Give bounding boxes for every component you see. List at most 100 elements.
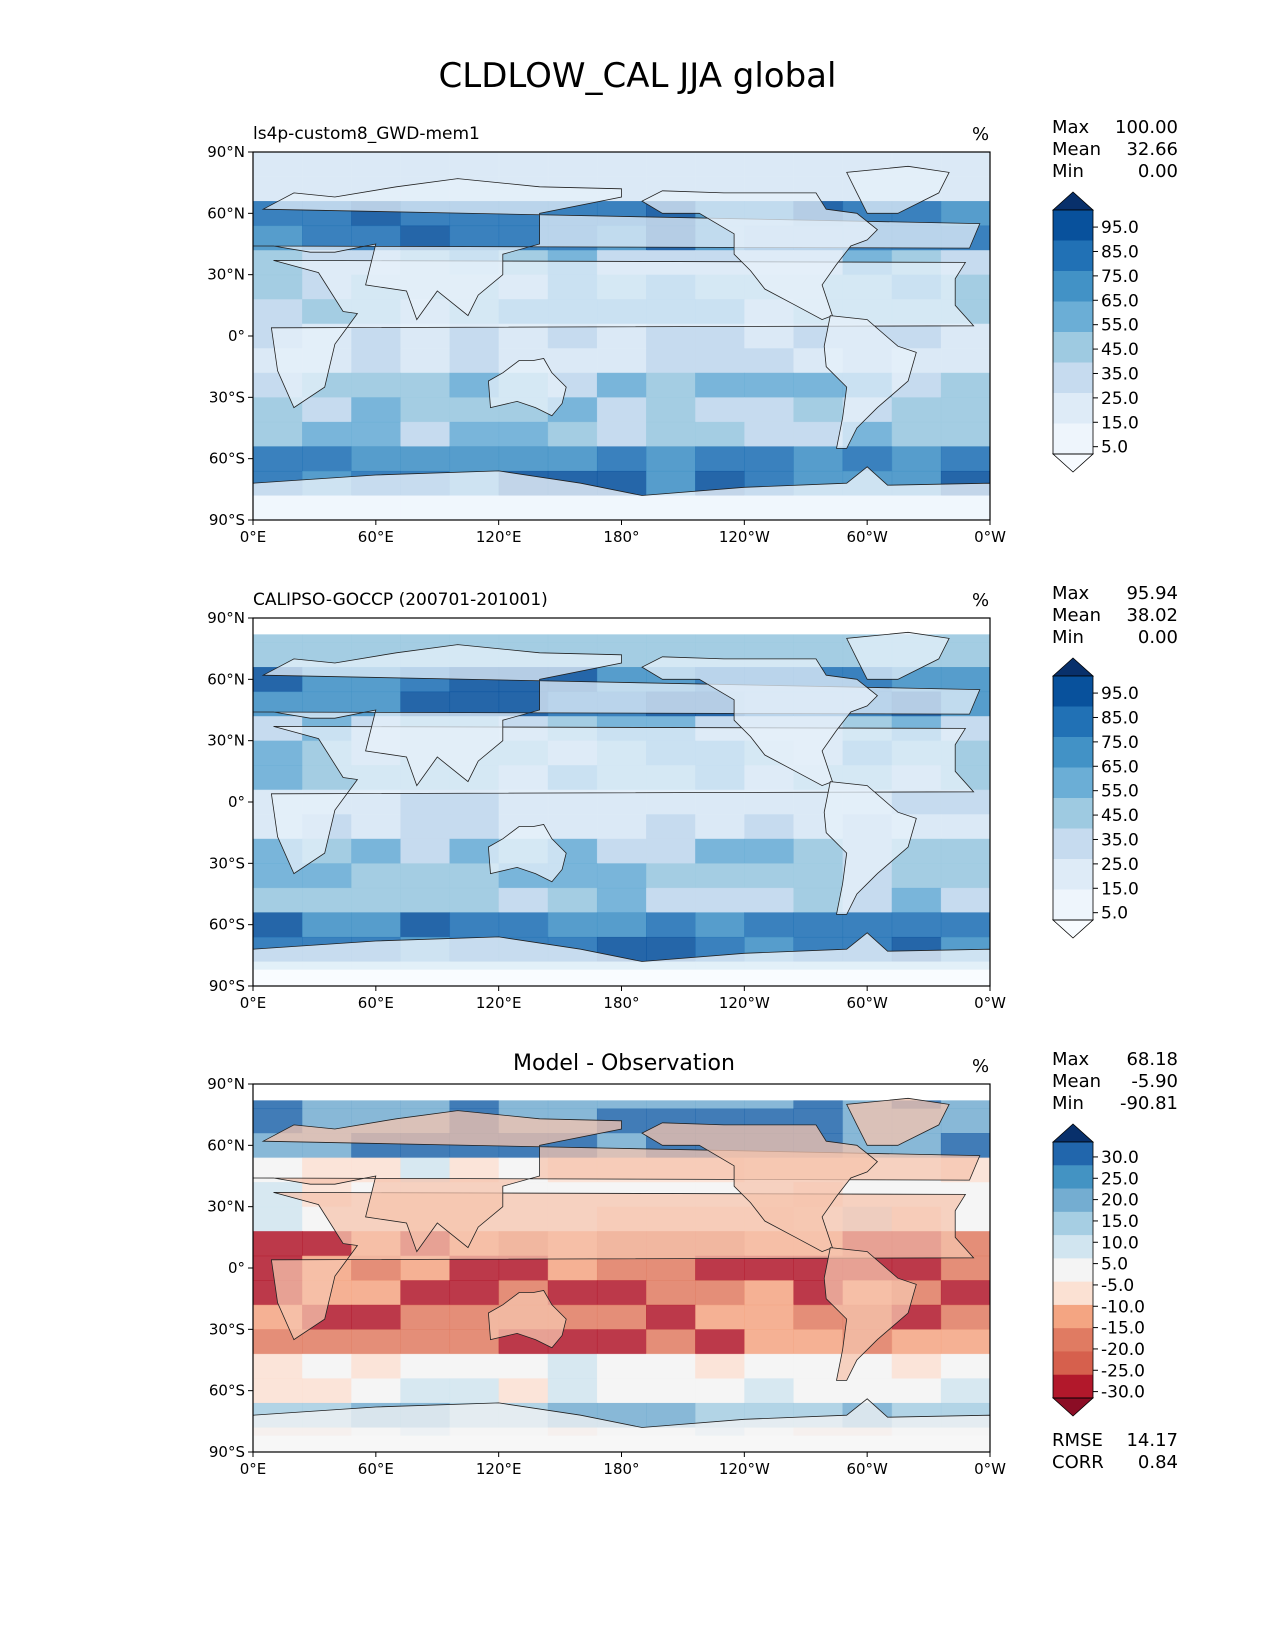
field-cell <box>646 912 696 938</box>
no-data-band <box>253 1084 990 1101</box>
field-cell <box>695 152 745 178</box>
field-cell <box>449 1378 500 1404</box>
y-tick-label: 90°S <box>209 1443 245 1461</box>
field-cell <box>498 912 549 938</box>
field-cell <box>253 740 303 766</box>
field-cell <box>744 1255 794 1281</box>
field-cell <box>646 1304 696 1330</box>
field-cell <box>695 323 745 349</box>
coastline <box>641 190 878 321</box>
x-tick-label: 60°E <box>358 994 394 1012</box>
panel-1-title: ls4p-custom8_GWD-mem1 <box>253 124 480 144</box>
y-tick-label: 30°S <box>209 854 245 872</box>
y-tick-label: 30°N <box>207 1198 245 1216</box>
colorbar-tick-label: 5.0 <box>1101 904 1128 924</box>
field-cell <box>596 1280 647 1306</box>
colorbar-tick-label: 65.0 <box>1101 291 1139 311</box>
field-cell <box>253 1231 303 1257</box>
colorbar-tick-label: -10.0 <box>1101 1297 1145 1317</box>
stat-value: 0.00 <box>1137 627 1178 648</box>
x-tick-label: 0°E <box>240 994 267 1012</box>
y-tick-label: 30°S <box>209 1320 245 1338</box>
field-cell <box>449 323 500 349</box>
field-cell <box>547 887 598 913</box>
field-cell <box>695 397 745 423</box>
stat-label: Min <box>1052 627 1084 648</box>
colorbar-tick-label: 95.0 <box>1101 218 1139 238</box>
colorbar-segment <box>1053 362 1093 394</box>
colorbar-tick-label: 65.0 <box>1101 757 1139 777</box>
colorbar-tick-label: 20.0 <box>1101 1191 1139 1211</box>
x-tick-label: 0°W <box>974 1460 1006 1478</box>
colorbar-segment <box>1053 1142 1093 1166</box>
stat-label: CORR <box>1052 1452 1104 1473</box>
field-cell <box>793 372 844 398</box>
colorbar-segment <box>1053 737 1093 768</box>
field-cell <box>302 1353 352 1379</box>
field-cell <box>940 887 991 913</box>
colorbar-tick-label: 55.0 <box>1101 316 1139 336</box>
field-cell <box>449 789 500 815</box>
colorbar-tick-label: 85.0 <box>1101 708 1139 728</box>
stat-value: 0.00 <box>1137 161 1178 182</box>
stat-label: Mean <box>1052 1071 1102 1092</box>
stat-value: 0.84 <box>1137 1452 1178 1473</box>
x-tick-label: 0°W <box>974 994 1006 1012</box>
field-cell <box>351 1353 401 1379</box>
y-tick-label: 60°S <box>209 1382 245 1400</box>
colorbar-tick-label: 75.0 <box>1101 267 1139 287</box>
x-tick-label: 60°W <box>846 994 888 1012</box>
field-cell <box>695 1353 745 1379</box>
coastline <box>487 824 567 883</box>
coastline <box>823 315 917 449</box>
field-cell <box>498 323 549 349</box>
colorbar-segment <box>1053 1211 1093 1236</box>
field-cell <box>940 1304 991 1330</box>
field-cell <box>400 863 451 889</box>
y-tick-label: 90°N <box>207 1075 245 1093</box>
field-cell <box>891 421 942 447</box>
x-tick-label: 180° <box>603 994 639 1012</box>
field-cell <box>302 397 352 423</box>
field-cell <box>547 348 598 374</box>
field-cell <box>498 152 549 178</box>
colorbar-segment <box>1053 423 1093 455</box>
field-cell <box>400 912 451 938</box>
field-cell <box>646 372 696 398</box>
field-cell <box>547 421 598 447</box>
field-cell <box>547 789 598 815</box>
colorbar-frame <box>1052 209 1094 455</box>
field-cell <box>596 421 647 447</box>
field-cell <box>646 152 696 178</box>
field-cell <box>302 1378 352 1404</box>
colorbar-segment <box>1053 1328 1093 1352</box>
y-tick-label: 30°N <box>207 266 245 284</box>
colorbar-segment <box>1053 1258 1093 1283</box>
field-cell <box>449 814 500 840</box>
field-cell <box>940 421 991 447</box>
field-cell <box>253 887 303 913</box>
colorbar-tick-label: 25.0 <box>1101 389 1139 409</box>
field-cell <box>744 372 794 398</box>
field-cell <box>646 348 696 374</box>
field-cell <box>891 446 942 472</box>
field-cell <box>891 789 942 815</box>
colorbar-extend-min <box>1051 919 1095 939</box>
field-cell <box>646 789 696 815</box>
field-cell <box>351 1280 401 1306</box>
field-cell <box>253 912 303 938</box>
field-cell <box>891 1255 942 1281</box>
field-cell <box>646 863 696 889</box>
field-cell <box>891 1329 942 1355</box>
field-cell <box>400 814 451 840</box>
field-cell <box>646 887 696 913</box>
field-cell <box>940 1255 991 1281</box>
field-cell <box>302 912 352 938</box>
stat-value: 32.66 <box>1126 139 1178 160</box>
colorbar-tick-label: 55.0 <box>1101 782 1139 802</box>
colorbar-segment <box>1053 393 1093 424</box>
stat-label: Mean <box>1052 605 1102 626</box>
field-cell <box>547 1255 598 1281</box>
field-cell <box>940 789 991 815</box>
field-cell <box>793 1353 844 1379</box>
